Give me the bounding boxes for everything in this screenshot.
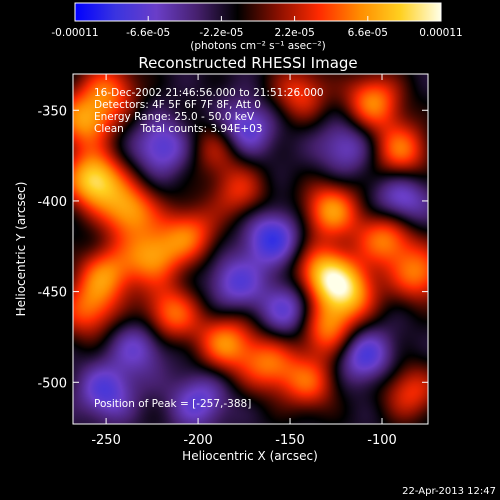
colorbar-units: (photons cm⁻² s⁻¹ asec⁻²)	[190, 40, 325, 52]
y-axis-label: Heliocentric Y (arcsec)	[14, 182, 28, 317]
peak-label-text: Position of Peak =	[94, 398, 192, 410]
y-tick-label: -350	[37, 104, 67, 119]
heatmap-area: -250 -200 -150 -100 -350 -400 -450 -500	[37, 73, 429, 448]
colorbar-tick-label: 2.2e-05	[274, 27, 314, 39]
info-line-detectors: Detectors: 4F 5F 6F 7F 8F, Att 0	[94, 99, 261, 111]
peak-position-value: [-257,-388]	[192, 398, 251, 410]
x-axis-ticks: -250 -200 -150 -100	[91, 74, 397, 448]
colorbar-tick-label: 6.6e-05	[348, 27, 388, 39]
info-line-clean: Clean Total counts: 3.94E+03	[94, 123, 263, 135]
colorbar-tick-label: -2.2e-05	[199, 27, 243, 39]
x-tick-label: -100	[367, 433, 397, 448]
footer-date: 22-Apr-2013 12:47	[402, 486, 496, 497]
y-tick-label: -450	[37, 286, 67, 301]
y-tick-label: -500	[37, 376, 67, 391]
x-axis-label: Heliocentric X (arcsec)	[182, 449, 318, 463]
colorbar-tick-label: 0.00011	[419, 27, 462, 39]
colorbar-tick-label: -0.00011	[51, 27, 98, 39]
colorbar-ticks: -0.00011 -6.6e-05 -2.2e-05 2.2e-05 6.6e-05 0.…	[51, 16, 463, 39]
plot-frame	[72, 73, 429, 425]
x-tick-label: -250	[91, 433, 121, 448]
observation-info: 16-Dec-2002 21:46:56.000 to 21:51:26.000…	[94, 87, 324, 135]
y-tick-label: -400	[37, 195, 67, 210]
x-tick-label: -150	[275, 433, 305, 448]
heatmap-image-holder	[73, 74, 428, 424]
x-tick-label: -200	[183, 433, 213, 448]
colorbar-strip	[74, 2, 442, 22]
chart-title: Reconstructed RHESSI Image	[138, 54, 357, 72]
heatmap-canvas	[73, 74, 428, 424]
colorbar: -0.00011 -6.6e-05 -2.2e-05 2.2e-05 6.6e-05 0.…	[51, 2, 463, 52]
colorbar-tick-label: -6.6e-05	[126, 27, 170, 39]
info-line-energy: Energy Range: 25.0 - 50.0 keV	[94, 111, 255, 123]
info-line-time: 16-Dec-2002 21:46:56.000 to 21:51:26.000	[94, 87, 324, 99]
peak-label: Position of Peak = [-257,-388]	[94, 398, 251, 410]
y-axis-ticks: -350 -400 -450 -500	[37, 104, 428, 391]
